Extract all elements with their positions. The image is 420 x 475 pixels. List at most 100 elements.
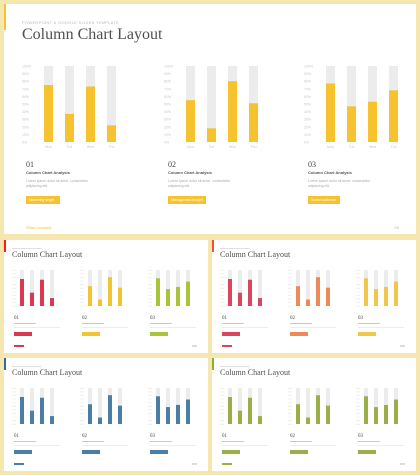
y-tick-mark <box>220 273 224 275</box>
y-tick-mark <box>80 420 84 421</box>
bar <box>88 286 92 306</box>
slide-kicker <box>220 366 250 367</box>
accent-edge <box>4 358 6 370</box>
chart-svg: 0% 10% 20% 30% 40% 50% 60% 70% 80% 90% 100% Mon Tue W… <box>304 65 398 149</box>
column-description <box>150 327 196 328</box>
thumbnail-slide-1[interactable]: Column Chart Layout 01 02 03 <box>4 240 208 353</box>
bar-track <box>98 388 102 424</box>
column-button[interactable] <box>14 332 32 336</box>
y-tick-mark <box>80 284 84 285</box>
bar <box>166 289 170 306</box>
main-slide[interactable]: Powerpoint & Google Slides Template Colu… <box>4 4 416 234</box>
y-tick-mark <box>220 302 224 303</box>
column-button[interactable] <box>150 332 168 336</box>
y-tick-mark <box>220 409 224 411</box>
y-tick-mark <box>80 270 84 271</box>
y-tick-mark <box>220 295 224 296</box>
y-tick-mark <box>148 402 152 403</box>
column-button[interactable]: Marketing target <box>26 196 60 204</box>
bar <box>50 416 54 424</box>
column-description: Lorem ipsum dolor sit amet, consectetur … <box>168 179 231 188</box>
y-tick-mark <box>288 402 292 403</box>
column-heading <box>14 441 36 442</box>
column-heading <box>14 323 36 324</box>
y-tick-mark <box>80 424 84 425</box>
y-tick-mark <box>12 406 16 407</box>
slide-title: Column Chart Layout <box>12 250 83 259</box>
y-tick-mark <box>148 284 152 285</box>
bar <box>258 298 262 306</box>
bar <box>326 83 335 142</box>
y-tick-mark <box>356 270 360 271</box>
column-button[interactable] <box>222 450 240 454</box>
y-tick-mark <box>220 277 224 278</box>
column-button[interactable] <box>14 450 32 454</box>
y-tick-mark <box>12 420 16 421</box>
y-tick-mark <box>12 388 16 389</box>
column-number: 02 <box>82 316 87 321</box>
bar <box>186 100 195 142</box>
bar-track <box>258 270 262 306</box>
thumbnail-slide-2[interactable]: Column Chart Layout 01 02 03 <box>212 240 416 353</box>
y-tick-mark <box>148 291 152 293</box>
column-heading: Column Chart Analysis <box>168 170 212 175</box>
bar <box>316 277 320 306</box>
thumbnail-slide-4[interactable]: Column Chart Layout 01 02 03 <box>212 358 416 471</box>
column-number: 02 <box>168 160 176 169</box>
column-button[interactable]: Management budget <box>168 196 206 204</box>
y-tick-mark <box>356 295 360 296</box>
y-tick-mark <box>288 288 292 289</box>
y-tick-mark <box>12 298 16 300</box>
column-button[interactable] <box>82 332 100 336</box>
bar <box>374 289 378 306</box>
x-tick-label: Tue <box>349 145 355 149</box>
bar-track <box>30 388 34 424</box>
y-tick-label: 50% <box>22 103 29 107</box>
bar <box>44 85 53 142</box>
column-number: 03 <box>308 160 316 169</box>
y-tick-mark <box>148 306 152 307</box>
footer-page <box>192 463 197 465</box>
y-tick-mark <box>148 302 152 303</box>
y-tick-mark <box>356 395 360 396</box>
y-tick-mark <box>288 280 292 282</box>
y-tick-mark <box>148 388 152 389</box>
bar-track <box>306 388 310 424</box>
bar <box>207 128 216 142</box>
column-button[interactable] <box>290 450 308 454</box>
bar <box>20 397 24 424</box>
bar-track <box>65 66 74 142</box>
column-button[interactable] <box>358 332 376 336</box>
bar <box>65 113 74 142</box>
bar <box>316 395 320 424</box>
bar <box>186 281 190 306</box>
column-button[interactable] <box>290 332 308 336</box>
mini-chart <box>288 388 330 425</box>
column-button[interactable] <box>82 450 100 454</box>
bar-track <box>107 66 116 142</box>
y-tick-mark <box>220 398 224 400</box>
x-tick-label: Mon <box>327 145 334 149</box>
mini-chart <box>12 388 54 425</box>
bar-track <box>30 270 34 306</box>
bar-track <box>166 388 170 424</box>
mini-chart <box>220 270 262 307</box>
thumbnail-slide-3[interactable]: Column Chart Layout 01 02 03 <box>4 358 208 471</box>
y-tick-mark <box>12 424 16 425</box>
column-button[interactable] <box>222 332 240 336</box>
y-tick-mark <box>80 280 84 282</box>
column-number: 01 <box>14 316 19 321</box>
slide-title: Column Chart Layout <box>220 250 291 259</box>
y-tick-mark <box>12 295 16 296</box>
column-button[interactable]: Social audience <box>308 196 340 204</box>
column-heading <box>82 323 104 324</box>
column-button[interactable] <box>150 450 168 454</box>
y-tick-label: 90% <box>164 72 171 76</box>
column-heading: Column Chart Analysis <box>26 170 70 175</box>
column-number: 01 <box>222 434 227 439</box>
y-tick-mark <box>220 298 224 300</box>
footer-page <box>400 345 405 347</box>
bar <box>389 90 398 142</box>
y-tick-mark <box>356 409 360 411</box>
column-button[interactable] <box>358 450 376 454</box>
